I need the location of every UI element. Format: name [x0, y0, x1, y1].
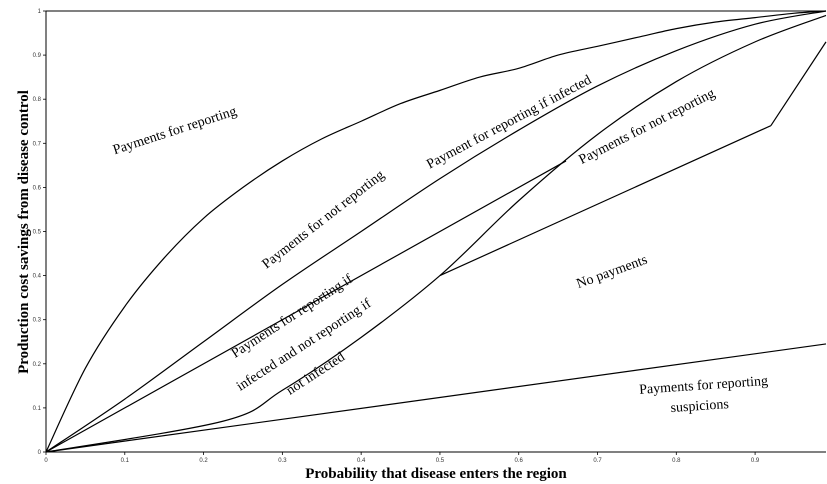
- boundary-convex-curve: [45, 14, 827, 453]
- x-tick-label: 0.1: [121, 458, 130, 464]
- region-label: Payments for reporting: [639, 374, 769, 398]
- y-axis-title: Production cost savings from disease con…: [16, 90, 32, 374]
- boundary-straight-to-0.66: [45, 160, 567, 453]
- boundary-bottom-line: [45, 343, 827, 453]
- y-tick-label: 0.4: [33, 274, 42, 280]
- boundary-mid-segment: [439, 125, 772, 277]
- y-tick-label: 0.8: [33, 97, 42, 103]
- y-tick-label: 0.1: [33, 406, 42, 412]
- y-tick-label: 0.7: [33, 141, 42, 147]
- x-tick-label: 0.6: [515, 458, 524, 464]
- boundary-right-end-segment: [770, 41, 827, 126]
- boundary-curves: [45, 10, 827, 453]
- x-tick-label: 0.2: [199, 458, 208, 464]
- x-tick-label: 0.9: [751, 458, 760, 464]
- y-tick-label: 0.6: [33, 185, 42, 191]
- boundary-second-curve: [45, 10, 827, 453]
- region-label: No payments: [575, 253, 650, 292]
- x-tick-label: 0.3: [278, 458, 287, 464]
- x-tick-label: 0.7: [593, 458, 602, 464]
- axes: 0 0.1 0.2 0.3 0.4 0.5 0.6 0.7 0.8 0.9 0 0.1 0.2 0.3 0.…: [33, 9, 826, 464]
- y-tick-label: 0: [38, 450, 42, 456]
- region-labels: Payments for reporting Payments for not r…: [111, 73, 768, 416]
- boundary-top-concave: [45, 10, 827, 453]
- x-tick-label: 0.8: [672, 458, 681, 464]
- y-tick-label: 0.5: [33, 230, 42, 236]
- x-axis-title: Probability that disease enters the regi…: [305, 466, 567, 482]
- x-tick-label: 0.4: [357, 458, 366, 464]
- x-tick-label: 0.5: [436, 458, 445, 464]
- x-tick-label: 0: [44, 458, 48, 464]
- y-tick-label: 0.9: [33, 53, 42, 59]
- region-label: Payments for not reporting: [577, 86, 718, 168]
- y-tick-label: 0.3: [33, 318, 42, 324]
- y-tick-label: 0.2: [33, 362, 42, 368]
- region-label: suspicions: [670, 397, 729, 416]
- region-label: Payments for reporting: [111, 104, 238, 158]
- y-tick-label: 1: [38, 9, 42, 15]
